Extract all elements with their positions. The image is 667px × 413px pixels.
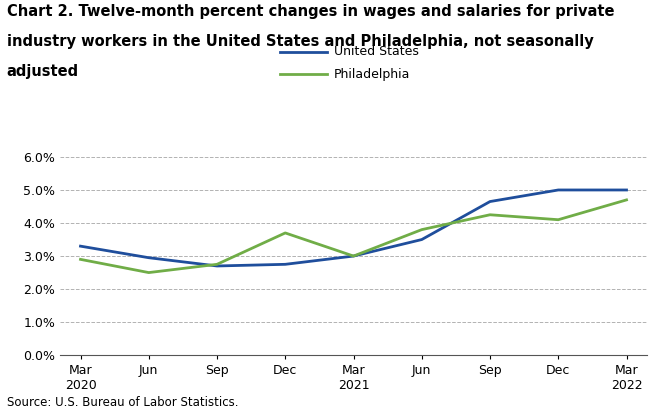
Text: Chart 2. Twelve-month percent changes in wages and salaries for private: Chart 2. Twelve-month percent changes in… bbox=[7, 4, 614, 19]
Text: United States: United States bbox=[334, 45, 418, 58]
Text: Philadelphia: Philadelphia bbox=[334, 68, 410, 81]
Text: industry workers in the United States and Philadelphia, not seasonally: industry workers in the United States an… bbox=[7, 34, 594, 49]
Text: adjusted: adjusted bbox=[7, 64, 79, 78]
Text: Source: U.S. Bureau of Labor Statistics.: Source: U.S. Bureau of Labor Statistics. bbox=[7, 396, 238, 409]
